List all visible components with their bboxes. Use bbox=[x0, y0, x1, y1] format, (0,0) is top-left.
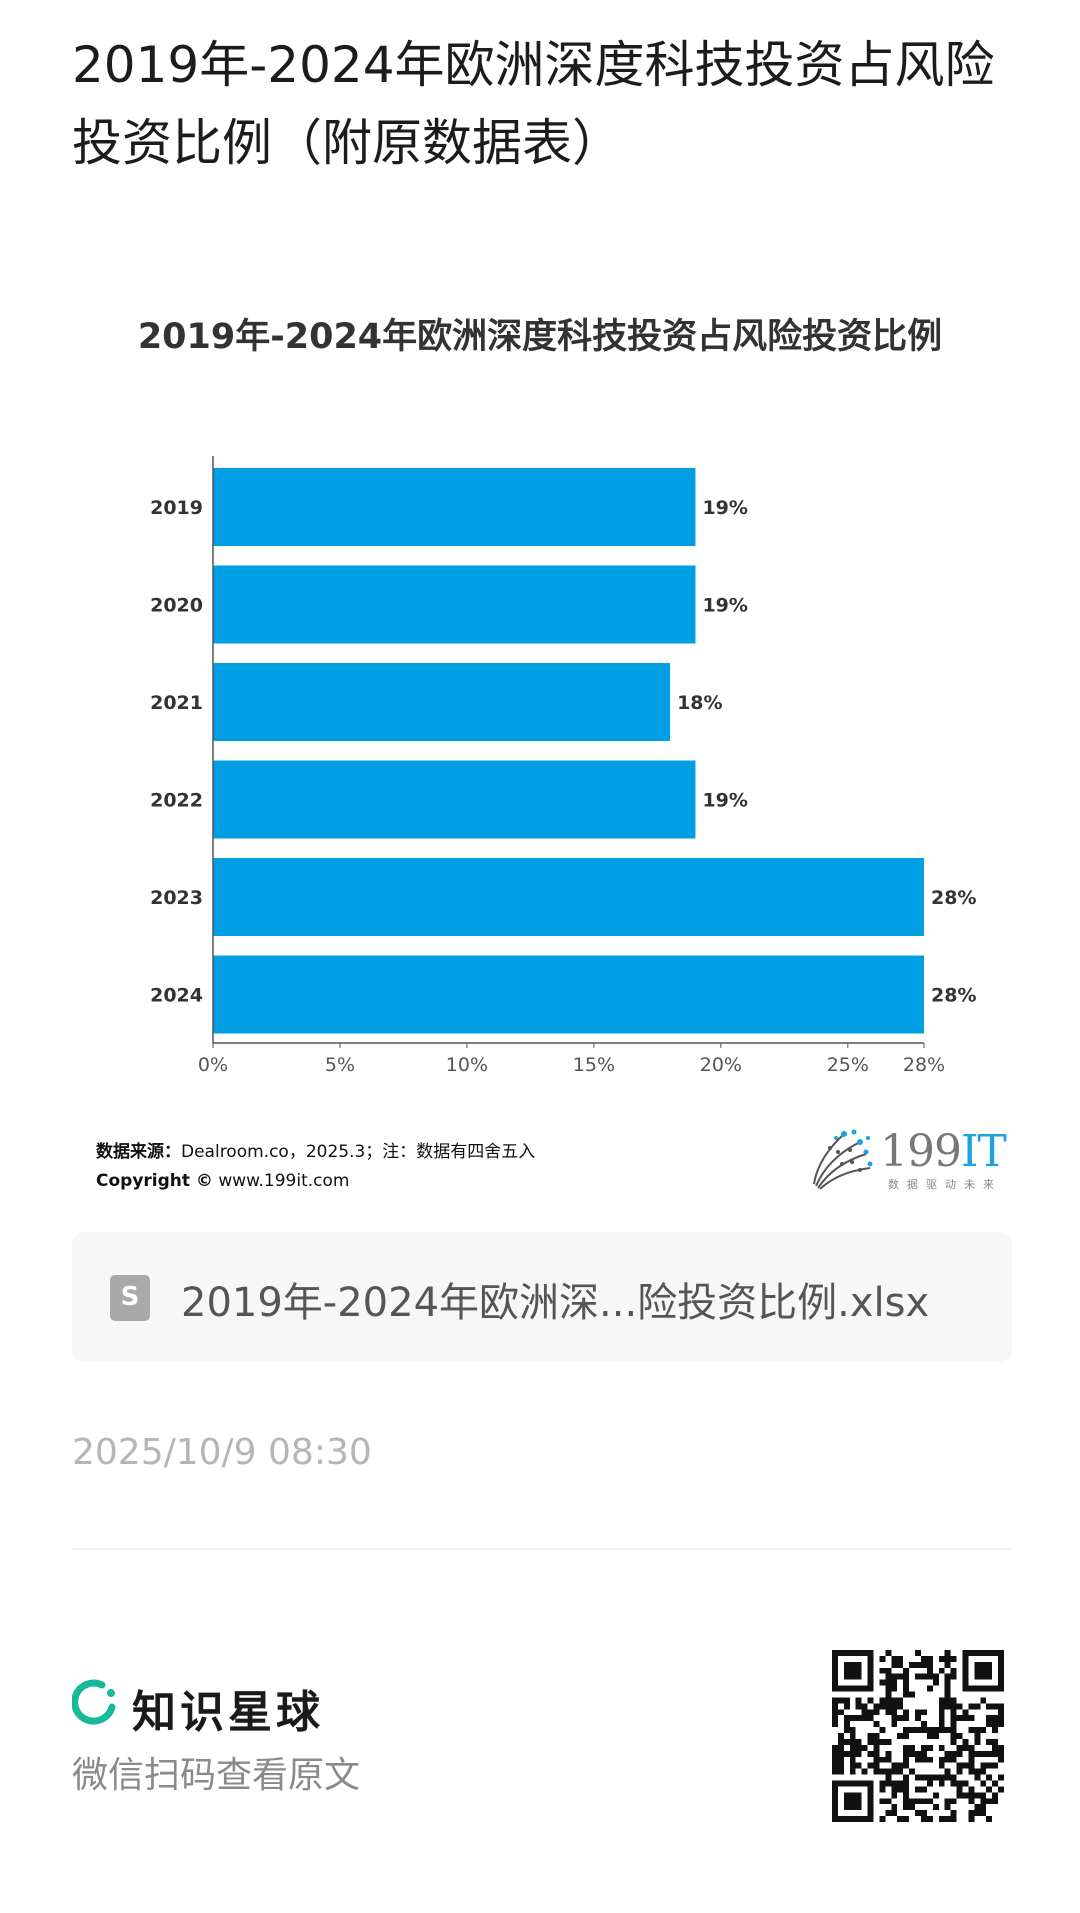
source-note: 数据来源：Dealroom.co，2025.3；注：数据有四舍五入 Copyri… bbox=[96, 1138, 535, 1196]
bar-chart: 2019 19% 2020 19% 2021 18% 2022 19% 2023 28% 2024 2… bbox=[150, 456, 976, 1076]
category-label-2024: 2024 bbox=[150, 985, 203, 1007]
category-label-2019: 2019 bbox=[150, 497, 203, 519]
bar-2023 bbox=[213, 858, 924, 936]
x-tick-label-25: 25% bbox=[827, 1054, 869, 1076]
page-title: 2019年-2024年欧洲深度科技投资占风险投资比例（附原数据表） bbox=[72, 36, 995, 172]
x-tick-label-5: 5% bbox=[325, 1054, 355, 1076]
data-label-2019: 19% bbox=[702, 497, 747, 519]
qr-code-icon[interactable] bbox=[832, 1650, 1004, 1822]
category-label-2020: 2020 bbox=[150, 595, 203, 617]
scan-hint: 微信扫码查看原文 bbox=[72, 1755, 361, 1796]
x-tick-label-20: 20% bbox=[700, 1054, 742, 1076]
bar-2024 bbox=[213, 955, 924, 1034]
chart-title: 2019年-2024年欧洲深度科技投资占风险投资比例 bbox=[137, 317, 943, 357]
data-label-2023: 28% bbox=[931, 887, 976, 909]
data-label-2020: 19% bbox=[702, 595, 747, 617]
brand-name: 知识星球 bbox=[132, 1687, 324, 1738]
attachment-file-name[interactable]: 2019年-2024年欧洲深...险投资比例.xlsx bbox=[181, 1280, 930, 1326]
copyright-label: Copyright © bbox=[96, 1171, 213, 1191]
x-tick-label-0: 0% bbox=[198, 1054, 228, 1076]
category-label-2023: 2023 bbox=[150, 887, 203, 909]
category-label-2022: 2022 bbox=[150, 790, 203, 812]
spreadsheet-file-icon: S bbox=[110, 1275, 150, 1321]
data-label-2022: 19% bbox=[702, 790, 747, 812]
dandelion-logo-icon bbox=[813, 1129, 873, 1190]
x-tick-label-28: 28% bbox=[903, 1054, 945, 1076]
bar-2020 bbox=[213, 565, 696, 644]
copyright-text: www.199it.com bbox=[218, 1171, 350, 1191]
data-label-2024: 28% bbox=[931, 985, 976, 1007]
bar-2022 bbox=[213, 760, 696, 839]
logo-text: 199IT bbox=[880, 1126, 1007, 1177]
data-label-2021: 18% bbox=[677, 692, 722, 714]
zhishi-xingqiu-logo-icon bbox=[72, 1679, 116, 1725]
divider bbox=[72, 1548, 1012, 1550]
x-tick-label-10: 10% bbox=[446, 1054, 488, 1076]
x-tick-label-15: 15% bbox=[573, 1054, 615, 1076]
category-label-2021: 2021 bbox=[150, 692, 203, 714]
logo-slogan: 数据驱动未来 bbox=[888, 1178, 1002, 1191]
attachment-card[interactable]: S 2019年-2024年欧洲深...险投资比例.xlsx bbox=[72, 1232, 1012, 1362]
publish-timestamp: 2025/10/9 08:30 bbox=[72, 1432, 372, 1473]
source-text: Dealroom.co，2025.3；注：数据有四舍五入 bbox=[181, 1142, 536, 1162]
qr-code-modules bbox=[832, 1650, 1004, 1822]
bar-2021 bbox=[213, 663, 671, 741]
source-label: 数据来源： bbox=[96, 1142, 181, 1162]
bar-2019 bbox=[213, 468, 696, 546]
logo-199it: 199IT 数据驱动未来 bbox=[808, 1124, 1008, 1194]
